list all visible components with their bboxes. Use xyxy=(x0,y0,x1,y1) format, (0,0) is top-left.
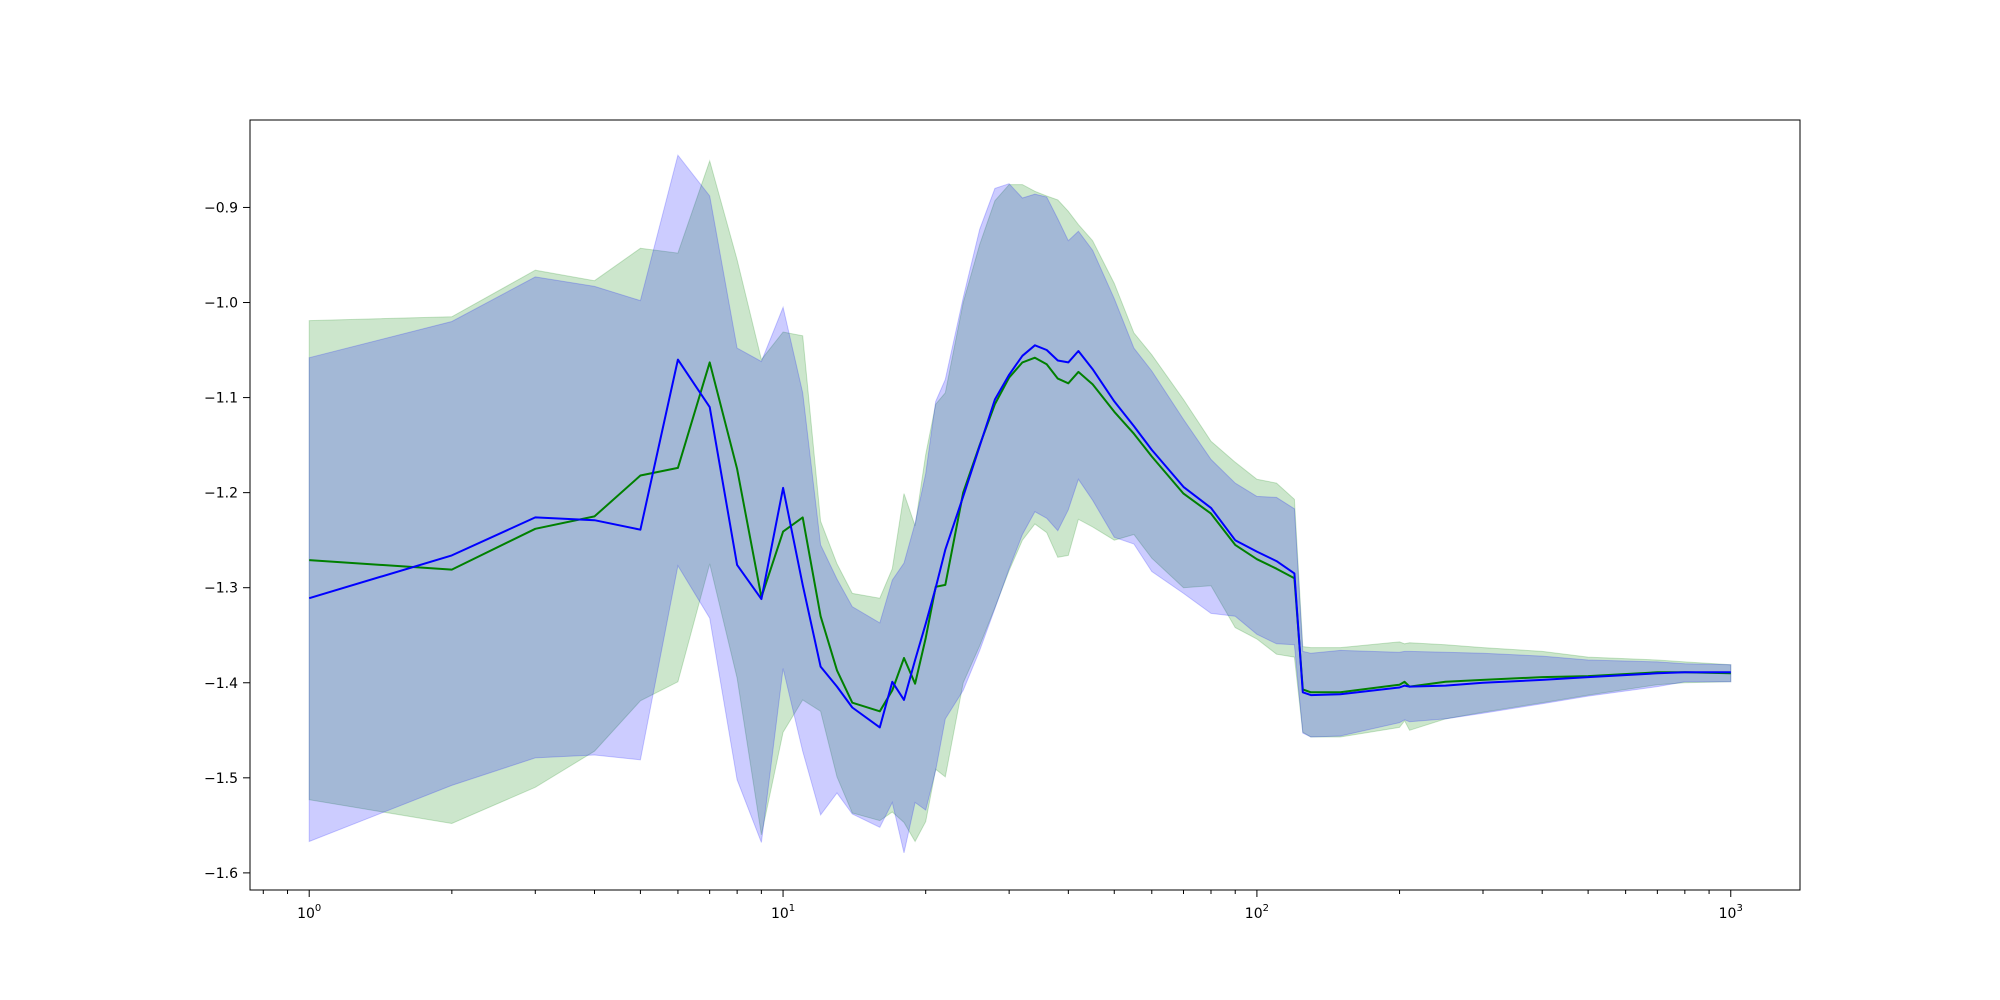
plot-frame xyxy=(249,119,1801,891)
x-tick-label: 102 xyxy=(1245,903,1269,922)
y-tick-label: −0.9 xyxy=(204,200,238,216)
confidence-bands xyxy=(308,154,1732,854)
x-axis: 100 101 102 103 xyxy=(262,890,1743,922)
line-series-1 xyxy=(309,356,1731,713)
y-tick-label: −1.1 xyxy=(204,391,238,407)
y-tick-label: −1.2 xyxy=(204,486,238,502)
y-tick-label: −1.6 xyxy=(204,866,238,882)
x-tick-label: 100 xyxy=(297,903,321,922)
line-series-2 xyxy=(308,344,1731,729)
y-tick-label: −1.4 xyxy=(204,676,238,692)
series-lines xyxy=(308,344,1731,729)
y-tick-label: −1.3 xyxy=(204,581,238,597)
x-tick-label: 103 xyxy=(1719,903,1743,922)
y-axis: −0.9 −1.0 −1.1 −1.2 −1.3 −1.4 −1.5 −1.6 xyxy=(204,200,250,882)
y-tick-label: −1.0 xyxy=(204,296,238,312)
band-series-2 xyxy=(308,154,1732,854)
x-tick-label: 101 xyxy=(771,903,795,922)
y-tick-label: −1.5 xyxy=(204,771,238,787)
band-series-1 xyxy=(308,159,1732,843)
